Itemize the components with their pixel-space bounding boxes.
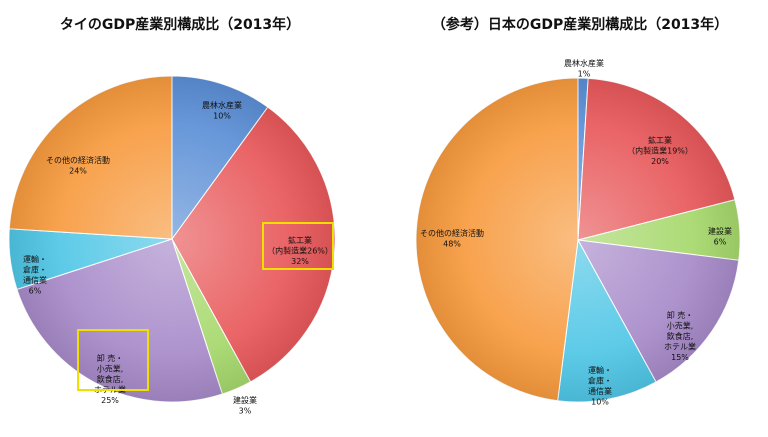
pie-thailand [8,75,336,403]
slice-label-line: 卸 売・ [667,310,694,320]
slice-value: 10% [213,112,231,121]
slice-label-japan-1: 鉱工業（内製造業19%） 20% [627,135,693,166]
slice-label-line: その他の経済活動 [46,155,110,165]
slice-label-thailand-2: 建設業 3% [233,395,257,416]
slice-label-line: 運輸・ [588,365,612,375]
slice-label-japan-3: 卸 売・小売業,飲食店,ホテル業 15% [664,310,696,362]
pie-japan [415,77,741,403]
slice-label-line: 飲食店, [97,374,124,384]
slice-value: 25% [101,396,119,405]
slice-label-line: 飲食店, [667,331,694,341]
slice-value: 6% [29,287,42,296]
slice-label-thailand-1: 鉱工業（内製造業26%） 32% [267,235,333,266]
slice-value: 6% [714,238,727,247]
slice-value: 32% [291,257,309,266]
slice-label-line: 農林水産業 [202,100,242,110]
slice-label-japan-5: その他の経済活動 48% [420,228,484,249]
slice-label-line: （内製造業26%） [267,246,333,256]
slice-label-line: 農林水産業 [564,58,604,68]
highlight-box-thailand-1 [262,222,334,270]
slice-label-thailand-4: 運輸・倉庫・通信業 6% [23,254,47,296]
slice-label-line: 倉庫・ [588,376,612,386]
slice-label-line: （内製造業19%） [627,146,693,156]
slice-label-line: 通信業 [23,275,47,285]
highlight-box-thailand-3 [77,329,149,391]
slice-label-line: 小売業, [97,364,124,374]
slice-value: 20% [651,157,669,166]
slice-value: 1% [578,70,591,79]
pie-shading-japan [416,78,740,402]
chart-title-thailand: タイのGDP産業別構成比（2013年） [59,17,301,33]
slice-label-thailand-0: 農林水産業 10% [202,100,242,121]
slice-label-japan-4: 運輸・倉庫・通信業 10% [588,365,612,407]
slice-label-line: 卸 売・ [97,353,124,363]
slice-label-line: 小売業, [667,321,694,331]
slice-label-thailand-5: その他の経済活動 24% [46,155,110,176]
slice-value: 48% [443,240,461,249]
slice-value: 24% [69,167,87,176]
slice-label-line: ホテル業 [664,342,696,352]
slice-value: 15% [671,353,689,362]
slice-label-line: 鉱工業 [288,235,312,245]
chart-title-japan: （参考）日本のGDP産業別構成比（2013年） [431,17,729,33]
slice-label-japan-0: 農林水産業 1% [564,58,604,79]
slice-label-line: その他の経済活動 [420,228,484,238]
slice-label-japan-2: 建設業 6% [708,226,732,247]
slice-label-line: 運輸・ [23,254,47,264]
slice-label-line: 建設業 [233,395,257,405]
slice-value: 3% [239,407,252,416]
slice-label-thailand-3: 卸 売・小売業,飲食店,ホテル業 25% [94,353,126,405]
slice-label-line: 建設業 [708,226,732,236]
slice-value: 10% [591,398,609,407]
pie-shading-thailand [9,76,335,402]
slice-label-line: 倉庫・ [23,265,47,275]
slice-label-line: 鉱工業 [648,135,672,145]
slice-label-line: 通信業 [588,386,612,396]
